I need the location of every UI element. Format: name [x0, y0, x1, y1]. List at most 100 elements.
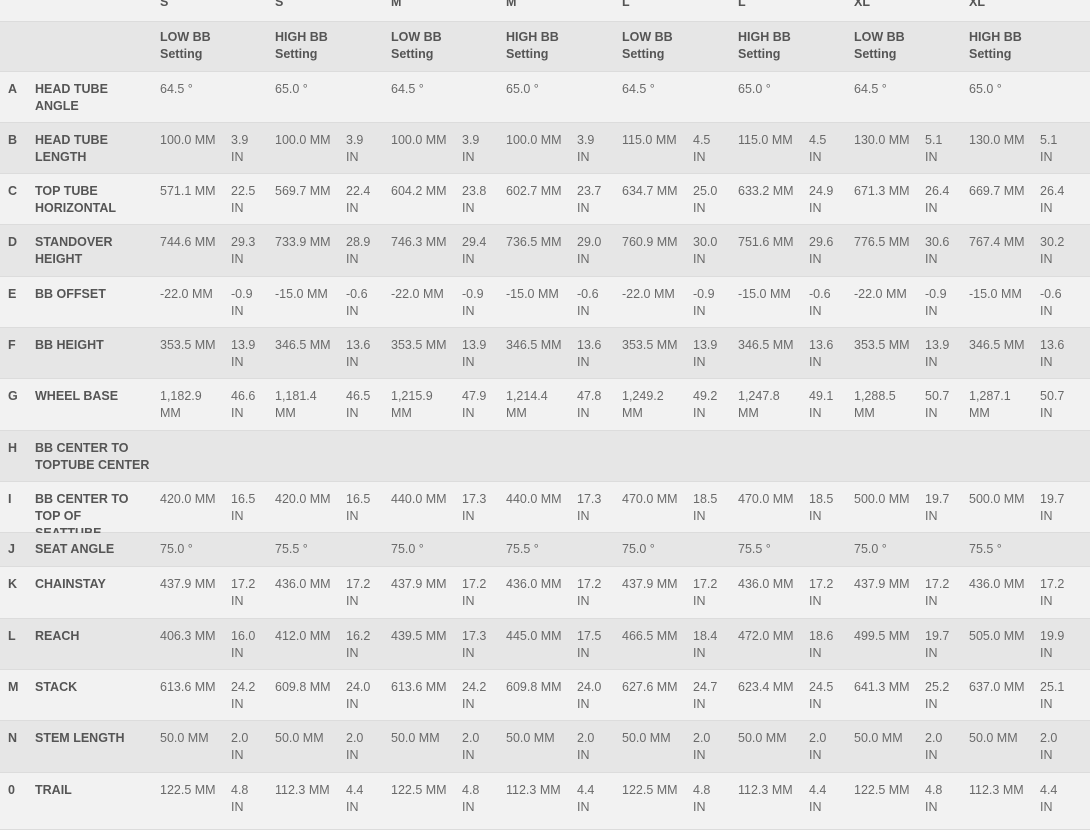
- value-mm: 64.5 °: [854, 82, 887, 96]
- row-label: BB OFFSET: [35, 287, 106, 301]
- setting-label: LOW BB Setting: [854, 30, 905, 61]
- value-mm: 669.7 MM: [969, 184, 1025, 198]
- value-in: 4.8 IN: [462, 783, 480, 814]
- value-in: 22.4 IN: [346, 184, 371, 215]
- row-label: BB HEIGHT: [35, 338, 104, 352]
- value-mm: 64.5 °: [391, 82, 424, 96]
- value-in: 17.2 IN: [693, 577, 718, 608]
- value-mm: 50.0 MM: [275, 731, 324, 745]
- row-label: STACK: [35, 680, 78, 694]
- value-mm: 75.5 °: [275, 542, 308, 556]
- row-letter: 0: [8, 783, 15, 797]
- value-mm: 1,182.9 MM: [160, 389, 202, 420]
- value-mm: 130.0 MM: [854, 133, 910, 147]
- value-in: -0.9 IN: [925, 287, 947, 318]
- value-mm: 115.0 MM: [738, 133, 793, 147]
- value-in: 2.0 IN: [925, 731, 943, 762]
- value-in: 2.0 IN: [1040, 731, 1058, 762]
- value-mm: 569.7 MM: [275, 184, 331, 198]
- value-in: 24.9 IN: [809, 184, 834, 215]
- value-mm: 751.6 MM: [738, 235, 794, 249]
- value-mm: 64.5 °: [160, 82, 193, 96]
- value-mm: 500.0 MM: [969, 492, 1025, 506]
- value-mm: 50.0 MM: [738, 731, 787, 745]
- value-mm: 613.6 MM: [160, 680, 216, 694]
- value-mm: 641.3 MM: [854, 680, 910, 694]
- value-in: 13.9 IN: [925, 338, 950, 369]
- value-mm: 733.9 MM: [275, 235, 331, 249]
- size-label: L: [622, 0, 630, 9]
- value-in: 22.5 IN: [231, 184, 256, 215]
- table-row: D STANDOVER HEIGHT 744.6 MM 29.3 IN 733.9 MM…: [0, 225, 1090, 277]
- value-mm: 613.6 MM: [391, 680, 447, 694]
- value-mm: 353.5 MM: [160, 338, 216, 352]
- value-mm: 760.9 MM: [622, 235, 678, 249]
- value-mm: 437.9 MM: [622, 577, 678, 591]
- value-in: 50.7 IN: [925, 389, 950, 420]
- value-in: -0.6 IN: [577, 287, 599, 318]
- value-in: 13.6 IN: [809, 338, 834, 369]
- value-mm: 633.2 MM: [738, 184, 794, 198]
- row-letter: H: [8, 441, 18, 455]
- value-mm: 112.3 MM: [506, 783, 561, 797]
- value-mm: 353.5 MM: [854, 338, 910, 352]
- value-in: 17.2 IN: [809, 577, 834, 608]
- value-in: 18.4 IN: [693, 629, 718, 660]
- value-in: 5.1 IN: [1040, 133, 1058, 164]
- value-mm: 1,215.9 MM: [391, 389, 433, 420]
- value-mm: 671.3 MM: [854, 184, 910, 198]
- value-mm: 437.9 MM: [160, 577, 216, 591]
- value-in: 13.9 IN: [462, 338, 487, 369]
- value-mm: 122.5 MM: [622, 783, 678, 797]
- value-in: 4.5 IN: [809, 133, 827, 164]
- size-header-row: S S M M L L XL XL: [0, 0, 1090, 22]
- value-mm: 112.3 MM: [738, 783, 793, 797]
- value-in: 46.5 IN: [346, 389, 371, 420]
- value-in: 25.0 IN: [693, 184, 718, 215]
- value-mm: 436.0 MM: [738, 577, 794, 591]
- size-label: L: [738, 0, 746, 9]
- table-row: E BB OFFSET -22.0 MM -0.9 IN -15.0 MM -0.6 IN…: [0, 277, 1090, 328]
- value-mm: 744.6 MM: [160, 235, 216, 249]
- value-mm: 353.5 MM: [622, 338, 678, 352]
- value-in: -0.6 IN: [809, 287, 831, 318]
- value-mm: 412.0 MM: [275, 629, 331, 643]
- value-mm: 436.0 MM: [969, 577, 1025, 591]
- value-mm: 50.0 MM: [391, 731, 440, 745]
- value-in: 4.8 IN: [693, 783, 711, 814]
- value-in: 16.5 IN: [346, 492, 371, 523]
- row-letter: N: [8, 731, 18, 745]
- size-label: S: [160, 0, 169, 9]
- value-mm: 437.9 MM: [391, 577, 447, 591]
- value-mm: 50.0 MM: [969, 731, 1018, 745]
- value-in: 4.4 IN: [809, 783, 827, 814]
- row-letter: M: [8, 680, 19, 694]
- value-mm: 505.0 MM: [969, 629, 1025, 643]
- value-in: 18.5 IN: [693, 492, 718, 523]
- value-mm: 122.5 MM: [854, 783, 910, 797]
- value-mm: -15.0 MM: [969, 287, 1022, 301]
- value-mm: 100.0 MM: [391, 133, 447, 147]
- value-mm: 50.0 MM: [160, 731, 209, 745]
- value-mm: 436.0 MM: [275, 577, 331, 591]
- value-in: 18.6 IN: [809, 629, 834, 660]
- value-in: 16.2 IN: [346, 629, 371, 660]
- value-in: 29.3 IN: [231, 235, 256, 266]
- value-mm: -15.0 MM: [506, 287, 559, 301]
- value-in: 13.6 IN: [1040, 338, 1065, 369]
- value-in: 17.2 IN: [462, 577, 487, 608]
- value-in: 49.1 IN: [809, 389, 834, 420]
- value-in: 26.4 IN: [925, 184, 950, 215]
- table-row: 0 TRAIL 122.5 MM 4.8 IN 112.3 MM 4.4 IN 122.5 …: [0, 773, 1090, 830]
- value-in: 4.8 IN: [231, 783, 249, 814]
- value-mm: 100.0 MM: [160, 133, 216, 147]
- value-mm: 776.5 MM: [854, 235, 910, 249]
- value-mm: 75.0 °: [160, 542, 193, 556]
- value-mm: 65.0 °: [506, 82, 539, 96]
- value-mm: 346.5 MM: [275, 338, 331, 352]
- value-mm: 420.0 MM: [160, 492, 216, 506]
- value-mm: 1,214.4 MM: [506, 389, 548, 420]
- row-label: TOP TUBE HORIZONTAL: [35, 184, 117, 215]
- value-mm: 1,288.5 MM: [854, 389, 896, 420]
- value-in: 28.9 IN: [346, 235, 371, 266]
